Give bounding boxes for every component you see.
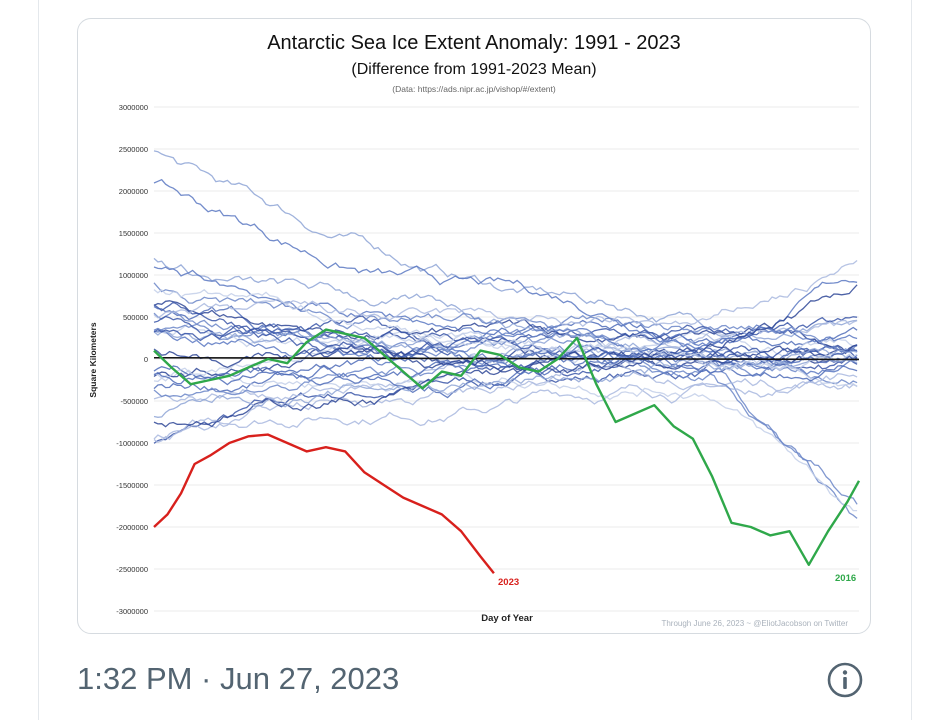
background-year-line — [153, 350, 858, 386]
y-tick-label: -2500000 — [116, 565, 148, 574]
background-year-line — [153, 300, 858, 353]
background-years-series — [153, 150, 858, 519]
tweet-timestamp[interactable]: 1:32 PM · Jun 27, 2023 — [77, 661, 400, 696]
tweet-media-image[interactable]: 3000000 2500000 2000000 1500000 1000000 50000… — [77, 18, 871, 634]
background-year-line — [153, 257, 858, 366]
y-tick-label: 2000000 — [119, 187, 148, 196]
timeline-border-right — [911, 0, 912, 720]
y-tick-label: -500000 — [120, 397, 148, 406]
background-year-line — [153, 378, 858, 443]
y-tick-label: 0 — [144, 355, 148, 364]
background-year-line — [153, 288, 858, 371]
series-line-2023 — [153, 433, 495, 574]
series-label-2016: 2016 — [835, 573, 856, 584]
background-year-line — [153, 330, 858, 368]
background-year-line — [153, 178, 858, 347]
background-year-line — [153, 319, 858, 385]
y-tick-label: -3000000 — [116, 607, 148, 616]
y-tick-label: 2500000 — [119, 145, 148, 154]
background-year-line — [153, 266, 858, 353]
y-tick-label: -1000000 — [116, 439, 148, 448]
highlight-series — [153, 328, 861, 574]
chart-source: (Data: https://ads.nipr.ac.jp/vishop/#/e… — [392, 84, 556, 94]
y-tick-label: 3000000 — [119, 103, 148, 112]
timeline-border-left — [38, 0, 39, 720]
y-axis-label: Square Kilometers — [88, 322, 98, 397]
background-year-line — [153, 284, 858, 374]
info-icon-glyph — [827, 662, 863, 698]
background-year-line — [153, 334, 858, 388]
y-tick-label: -1500000 — [116, 481, 148, 490]
sea-ice-chart: 3000000 2500000 2000000 1500000 1000000 50000… — [88, 32, 861, 628]
y-axis-ticks: 3000000 2500000 2000000 1500000 1000000 50000… — [116, 103, 148, 616]
series-label-2023: 2023 — [498, 577, 519, 588]
background-year-line — [153, 369, 858, 512]
y-tick-label: 1500000 — [119, 229, 148, 238]
y-tick-label: -2000000 — [116, 523, 148, 532]
chart-credit: Through June 26, 2023 ~ @EliotJacobson o… — [661, 619, 848, 628]
background-year-line — [153, 259, 858, 328]
series-line-2016 — [153, 328, 861, 566]
grid-layer — [154, 106, 859, 612]
y-tick-label: 1000000 — [119, 271, 148, 280]
y-tick-label: 500000 — [123, 313, 148, 322]
chart-title: Antarctic Sea Ice Extent Anomaly: 1991 -… — [267, 32, 681, 54]
background-year-line — [153, 363, 858, 440]
background-year-line — [153, 150, 858, 341]
background-year-line — [153, 324, 858, 360]
background-year-line — [153, 345, 858, 505]
info-icon[interactable] — [826, 661, 864, 699]
chart-subtitle: (Difference from 1991-2023 Mean) — [351, 61, 596, 78]
x-axis-label: Day of Year — [481, 613, 533, 624]
